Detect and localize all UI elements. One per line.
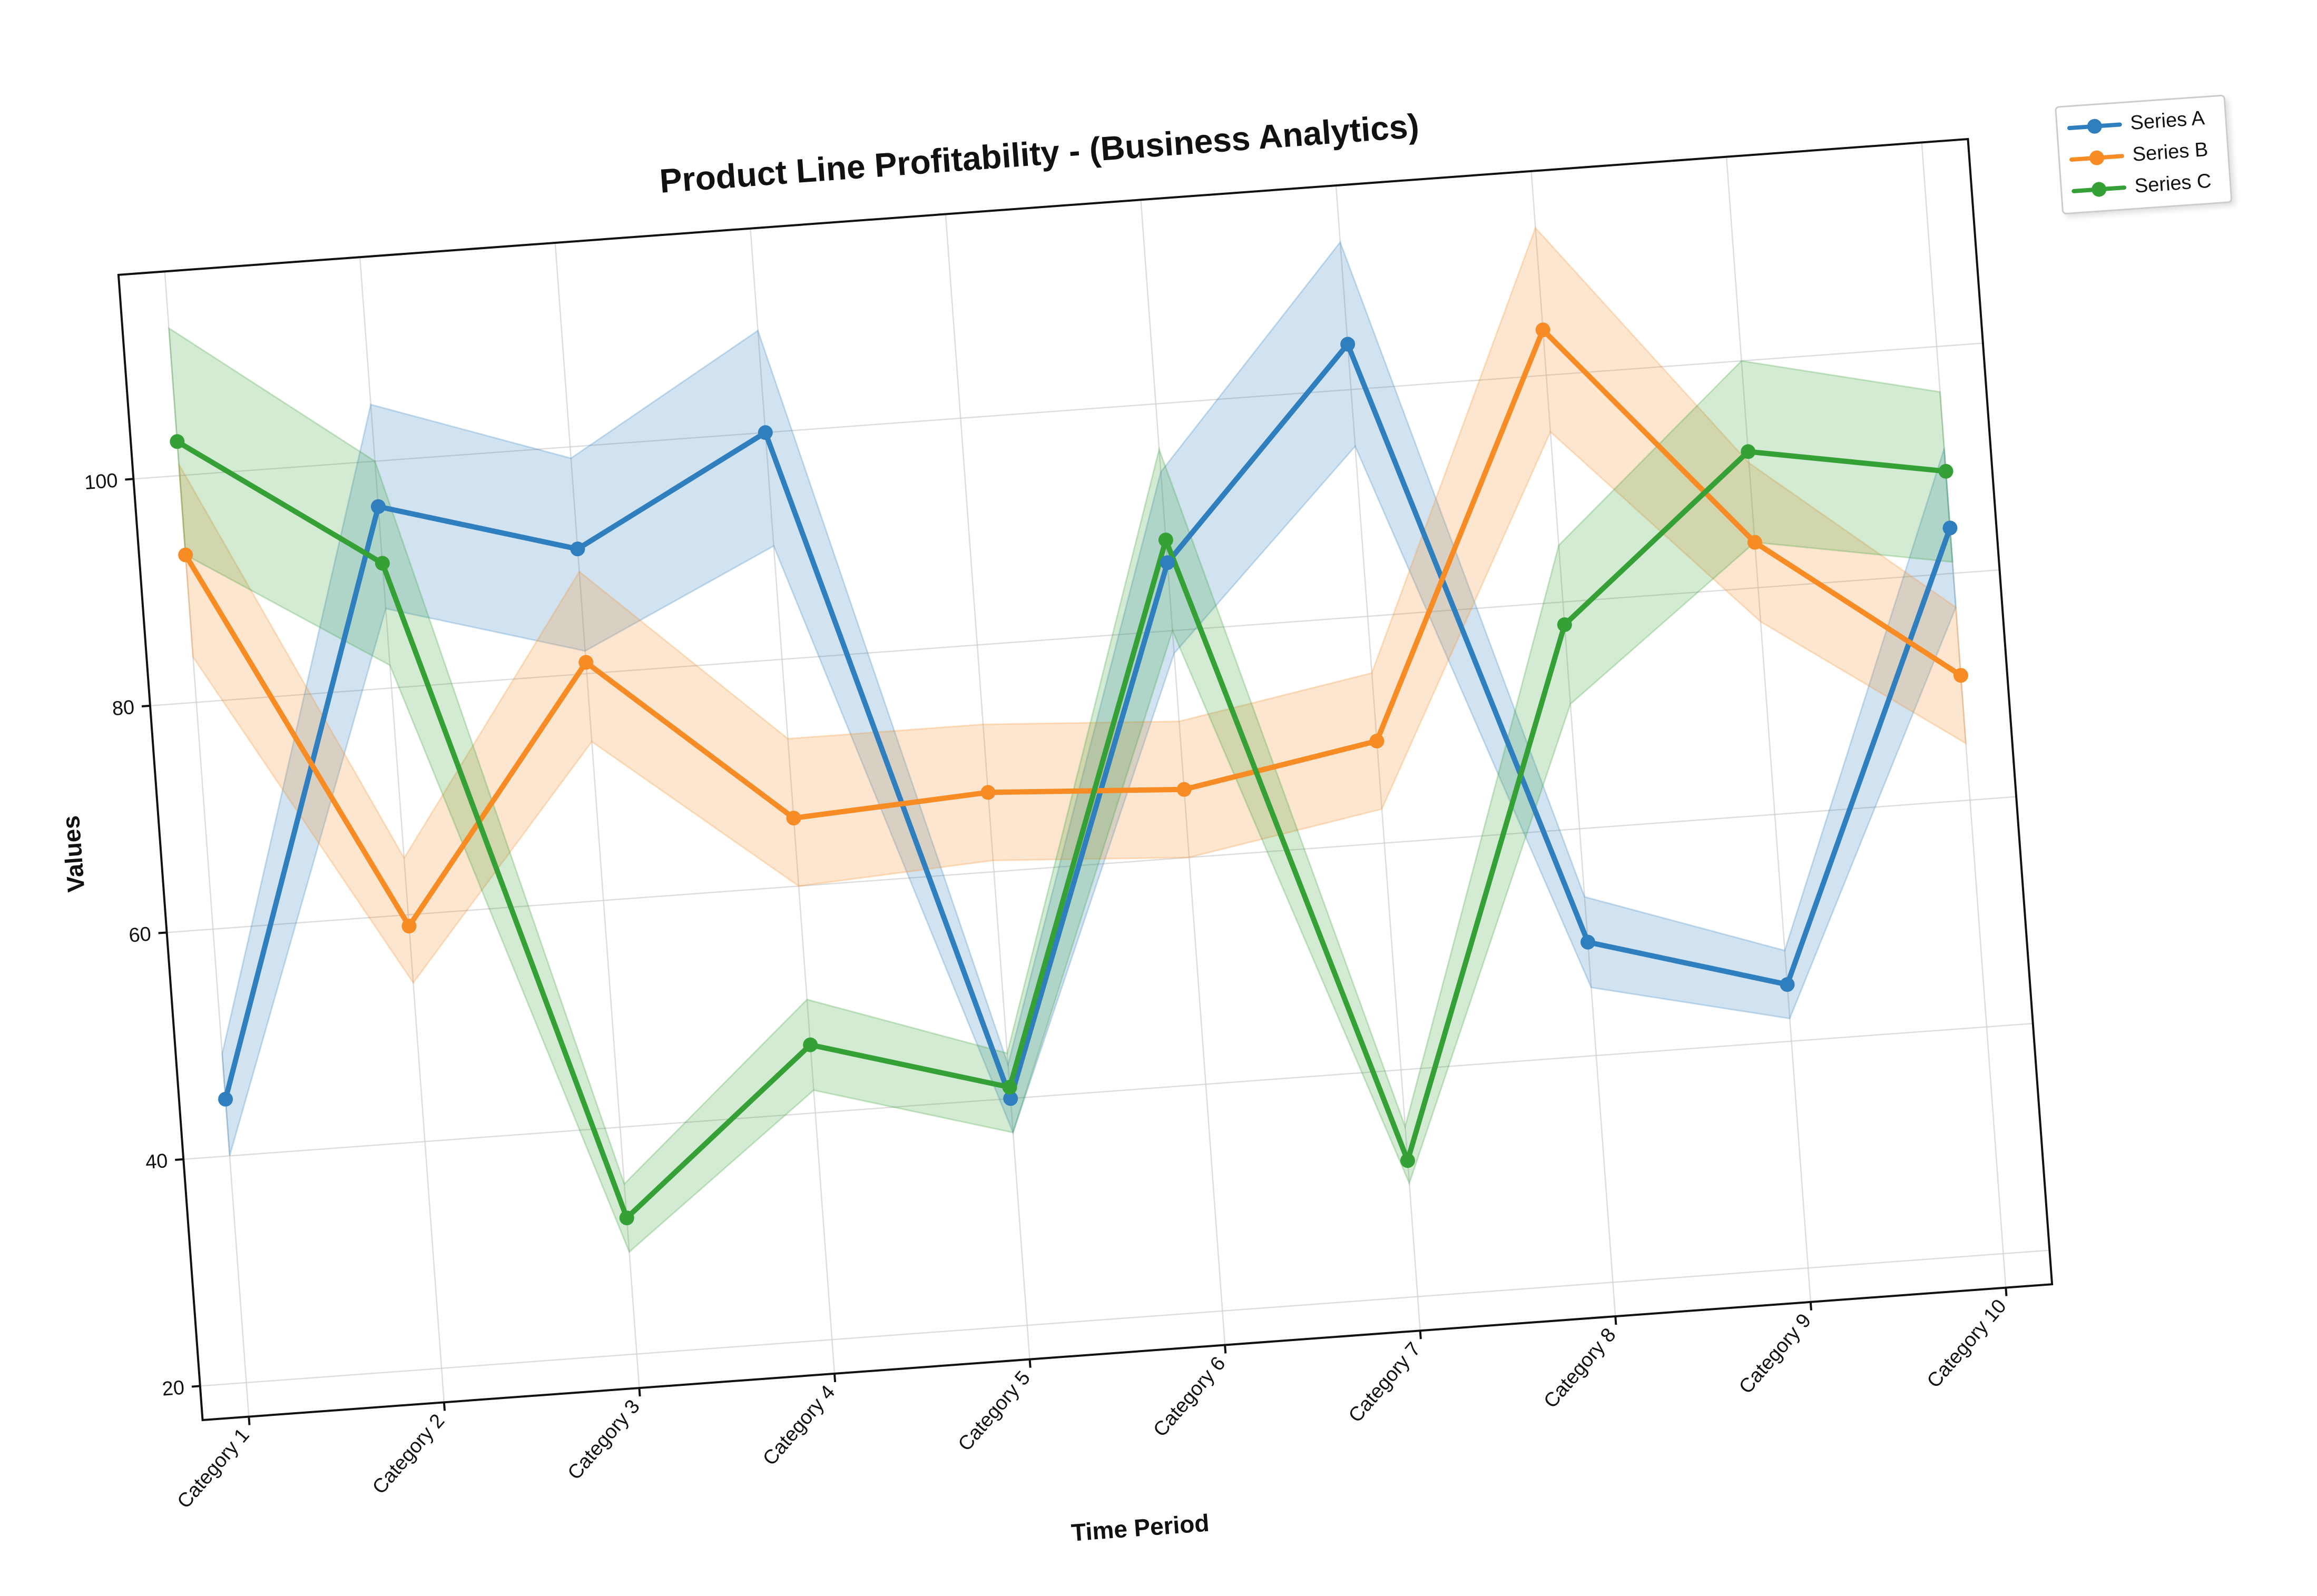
x-tick-label-category-7: Category 7	[1344, 1338, 1425, 1427]
legend-swatch-series-c	[2071, 174, 2127, 204]
y-tick-40	[175, 1158, 184, 1161]
point-series-b-category-10	[1953, 668, 1968, 683]
y-tick-label-20: 20	[161, 1377, 185, 1401]
x-tick-category-2	[443, 1402, 446, 1411]
point-series-b-category-2	[401, 919, 417, 934]
series-lines	[174, 327, 1963, 1221]
legend-label-series-c: Series C	[2134, 170, 2212, 198]
point-series-c-category-3	[619, 1210, 634, 1226]
x-tick-label-category-4: Category 4	[759, 1381, 839, 1470]
legend: Series A Series B Series C	[2055, 94, 2233, 215]
point-series-a-category-9	[1780, 977, 1795, 992]
x-tick-label-category-9: Category 9	[1735, 1309, 1815, 1398]
x-tick-category-3	[638, 1387, 641, 1397]
y-tick-60	[158, 931, 167, 934]
x-tick-category-4	[833, 1373, 837, 1382]
y-tick-label-60: 60	[128, 923, 152, 947]
point-series-a-category-3	[570, 541, 585, 557]
point-series-c-category-10	[1938, 464, 1953, 479]
y-tick-label-100: 100	[84, 470, 119, 495]
point-series-b-category-6	[1176, 782, 1192, 797]
point-series-c-category-5	[1002, 1080, 1017, 1095]
point-series-c-category-6	[1158, 533, 1173, 548]
point-series-a-category-5	[1003, 1091, 1018, 1106]
point-series-c-category-7	[1400, 1153, 1415, 1168]
x-tick-label-category-6: Category 6	[1149, 1353, 1230, 1441]
point-series-b-category-1	[178, 547, 193, 563]
grid-line-y-60	[166, 796, 2017, 933]
grid	[133, 142, 2050, 1417]
point-series-b-category-7	[1369, 733, 1385, 748]
data-points	[170, 322, 1968, 1226]
line-series-a	[223, 341, 1953, 1102]
band-series-c	[168, 327, 1953, 1254]
point-series-c-category-8	[1557, 617, 1572, 632]
x-tick-label-category-2: Category 2	[368, 1410, 449, 1499]
legend-label-series-a: Series A	[2129, 106, 2206, 134]
legend-item-series-c[interactable]: Series C	[2071, 168, 2213, 204]
plot-area	[118, 139, 2053, 1420]
point-series-a-category-6	[1160, 555, 1175, 570]
grid-line-y-100	[133, 342, 1983, 480]
point-series-c-category-2	[375, 556, 390, 571]
x-tick-label-category-8: Category 8	[1539, 1324, 1620, 1412]
legend-item-series-a[interactable]: Series A	[2066, 105, 2205, 141]
grid-line-x-category-8	[1530, 171, 1616, 1317]
grid-line-x-category-4	[750, 228, 836, 1374]
point-series-b-category-9	[1747, 535, 1762, 550]
grid-line-x-category-6	[1140, 200, 1226, 1345]
point-series-b-category-4	[786, 811, 801, 826]
legend-swatch-series-b	[2068, 142, 2125, 172]
legend-label-series-b: Series B	[2132, 138, 2209, 166]
point-series-c-category-1	[170, 434, 185, 449]
grid-line-x-category-1	[164, 271, 250, 1417]
y-tick-label-40: 40	[145, 1150, 169, 1174]
confidence-bands	[168, 226, 1967, 1254]
grid-line-x-category-3	[554, 242, 640, 1388]
x-tick-label-category-1: Category 1	[173, 1424, 254, 1513]
grid-line-y-80	[150, 569, 2000, 707]
line-series-c	[174, 439, 1949, 1221]
legend-swatch-series-a	[2066, 111, 2123, 141]
band-series-b	[178, 226, 1967, 984]
point-series-c-category-9	[1741, 444, 1756, 459]
line-series-b	[183, 327, 1963, 929]
chart-title: Product Line Profitability - (Business A…	[659, 106, 1420, 200]
legend-item-series-b[interactable]: Series B	[2068, 136, 2208, 172]
grid-line-x-category-7	[1335, 185, 1421, 1331]
x-axis-label: Time Period	[1071, 1509, 1211, 1546]
point-series-a-category-2	[370, 499, 386, 514]
grid-line-y-20	[200, 1249, 2050, 1387]
point-series-a-category-10	[1942, 520, 1958, 536]
x-tick-category-8	[1614, 1316, 1617, 1325]
grid-line-x-category-2	[359, 257, 445, 1403]
grid-line-x-category-9	[1725, 156, 1812, 1302]
x-tick-category-7	[1419, 1331, 1422, 1339]
y-axis-label: Values	[57, 814, 90, 893]
plot-border	[117, 137, 2054, 1422]
point-series-b-category-8	[1535, 322, 1550, 338]
point-series-a-category-8	[1580, 934, 1596, 950]
point-series-a-category-4	[758, 425, 773, 440]
x-tick-label-category-5: Category 5	[954, 1367, 1035, 1455]
point-series-a-category-1	[218, 1091, 233, 1107]
point-series-c-category-4	[803, 1037, 818, 1052]
band-series-a	[221, 240, 1957, 1156]
point-series-b-category-5	[980, 785, 996, 800]
y-tick-label-80: 80	[111, 696, 135, 720]
point-series-b-category-3	[578, 655, 594, 670]
x-tick-label-category-3: Category 3	[564, 1395, 644, 1484]
point-series-a-category-7	[1340, 337, 1356, 352]
grid-line-x-category-10	[1921, 142, 2007, 1288]
grid-line-y-40	[183, 1022, 2033, 1160]
x-tick-label-category-10: Category 10	[1923, 1295, 2011, 1392]
